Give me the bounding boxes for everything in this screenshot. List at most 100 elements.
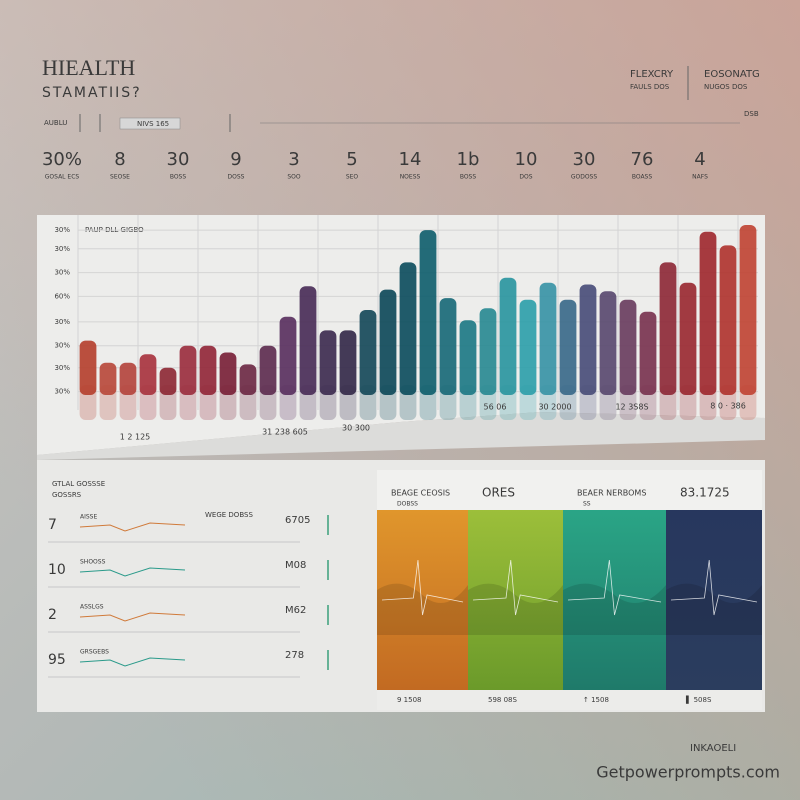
bar	[359, 310, 377, 395]
header-right-sub: NUGOS DOS	[704, 83, 748, 91]
bar	[459, 320, 477, 395]
bar	[379, 289, 397, 395]
card-title: BEAGE CEOSIS	[391, 489, 450, 498]
tag[interactable]	[119, 117, 181, 130]
stat-label: DOSS	[228, 174, 245, 181]
bar	[699, 231, 717, 395]
stat-value: 30%	[42, 149, 82, 170]
bar	[439, 298, 457, 395]
card-footer	[377, 690, 468, 710]
row-value: 6705	[285, 515, 310, 526]
bar	[239, 364, 257, 395]
toolbar-label: DSB	[744, 110, 759, 118]
row-label: GRSGEBS	[80, 649, 109, 656]
card-signal	[567, 559, 662, 616]
row-value: 278	[285, 650, 304, 661]
row-number: 10	[48, 562, 66, 578]
bar	[159, 367, 177, 395]
bar	[679, 282, 697, 395]
stat-label: BOSS	[170, 174, 187, 181]
row-number: 2	[48, 607, 57, 623]
annotation: 31 238 605	[262, 428, 308, 437]
y-tick-label: 30%	[54, 318, 70, 326]
stat-value: 8	[114, 149, 125, 170]
stat-label: GODOSS	[571, 174, 598, 181]
card-wave	[666, 583, 762, 635]
card-footer-label: ▌ 508S	[685, 695, 712, 704]
bar	[579, 284, 597, 395]
header-right: FLEXCRY	[630, 69, 674, 80]
y-tick-label: 30%	[54, 388, 70, 396]
card-footer	[468, 690, 563, 710]
bar	[619, 299, 637, 395]
y-tick-label: 30%	[54, 364, 70, 372]
bar	[79, 340, 97, 395]
panel-mid-label: WEGE DOBSS	[205, 511, 253, 519]
header-right-sub: FAULS DOS	[630, 83, 670, 91]
row-label: ASSLGS	[80, 604, 104, 611]
stat-label: NAFS	[692, 174, 708, 181]
row-sparkline	[79, 657, 186, 667]
bar	[639, 311, 657, 395]
bar	[319, 330, 337, 395]
subtitle: STAMATIIS?	[42, 85, 142, 101]
bar	[339, 330, 357, 395]
bar	[259, 345, 277, 395]
panel: 7 AISSE 6705 10 SHOOSS M08 2 ASSLGS M62 95 GRSGEBS…	[48, 470, 762, 710]
bar	[99, 362, 117, 395]
stat-value: 1b	[457, 149, 480, 170]
card-title: ORES	[482, 486, 515, 500]
bar	[599, 291, 617, 395]
bar	[199, 345, 217, 395]
bar	[479, 308, 497, 395]
title: HIEALTH	[42, 55, 135, 80]
stat-label: SEO	[346, 174, 359, 181]
row-value: M62	[285, 605, 306, 616]
stat-value: 3	[288, 149, 299, 170]
bar	[299, 286, 317, 395]
stats-row: 30% GOSAL ECS 8 SEOSE 30 BOSS 9 DOSS 3 SOO 5 SEO 14 N…	[42, 149, 708, 181]
stat-value: 9	[230, 149, 241, 170]
card-sub: DOBSS	[397, 501, 418, 508]
bar	[179, 345, 197, 395]
bar	[419, 230, 437, 395]
annotation: 30 300	[342, 424, 370, 433]
row-label: AISSE	[80, 514, 97, 521]
card-footer-label: 598 08S	[488, 696, 517, 704]
bar	[279, 316, 297, 395]
cards-header	[377, 470, 762, 510]
card-signal	[670, 559, 758, 616]
bar	[739, 225, 757, 395]
chart-fold	[37, 412, 765, 460]
card-wave	[377, 583, 468, 635]
y-tick-label: 60%	[54, 292, 70, 300]
card-wave	[563, 583, 666, 635]
annotation: 8 0 · 386	[710, 402, 746, 411]
tag-label: NIVS 165	[137, 120, 169, 128]
row-sparkline	[79, 567, 186, 577]
stat-value: 10	[515, 149, 538, 170]
bar	[399, 262, 417, 395]
card-wave	[468, 583, 563, 635]
y-tick-label: 30%	[54, 342, 70, 350]
stat-label: DOS	[519, 174, 532, 181]
bar	[499, 277, 517, 395]
stat-value: 76	[631, 149, 654, 170]
row-number: 95	[48, 652, 66, 668]
card-title: 83.1725	[680, 486, 730, 500]
chart: 30% 30% 30% 60% 30% 30% 30% 30% 1 2 125 31 238 60…	[54, 215, 758, 442]
toolbar-label: AUBLU	[44, 119, 67, 127]
card-signal	[381, 559, 464, 616]
card-footer-label: 9 1508	[397, 696, 422, 704]
stat-label: SEOSE	[110, 174, 130, 181]
footer-brand: INKAOELI	[690, 743, 736, 754]
header-right: EOSONATG	[704, 69, 760, 80]
stat-value: 30	[573, 149, 596, 170]
bar	[219, 352, 237, 395]
bar	[559, 299, 577, 395]
y-tick-label: 30%	[54, 226, 70, 234]
card-footer	[563, 690, 666, 710]
stat-label: NOESS	[400, 174, 421, 181]
stat-label: GOSAL ECS	[45, 174, 80, 181]
